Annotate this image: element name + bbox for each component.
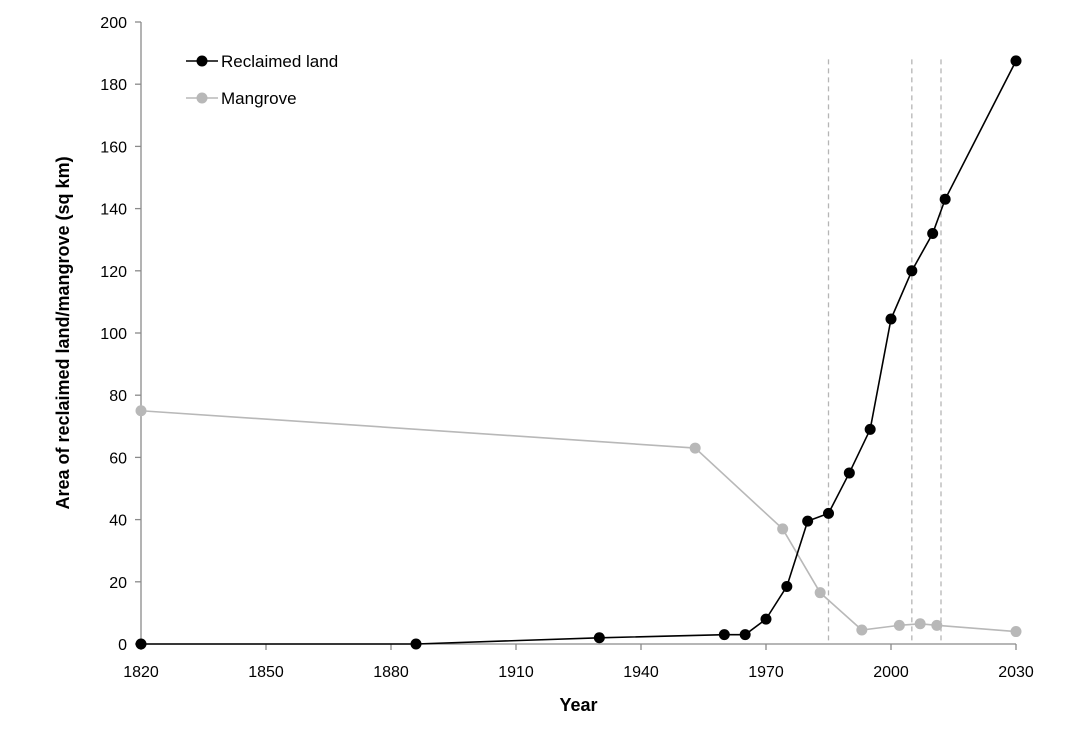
data-point-reclaimed-land xyxy=(864,423,876,435)
y-tick-label: 100 xyxy=(100,326,127,343)
x-tick-label: 2030 xyxy=(998,664,1034,681)
data-point-reclaimed-land xyxy=(135,638,147,650)
y-tick-label: 60 xyxy=(109,450,127,467)
x-tick-label: 1970 xyxy=(748,664,784,681)
data-point-reclaimed-land xyxy=(1010,55,1022,67)
y-tick-label: 160 xyxy=(100,139,127,156)
y-tick-label: 180 xyxy=(100,77,127,94)
data-point-mangrove xyxy=(893,619,905,631)
data-point-mangrove xyxy=(135,405,147,417)
data-point-reclaimed-land xyxy=(843,467,855,479)
y-axis-title: Area of reclaimed land/mangrove (sq km) xyxy=(53,156,73,509)
x-tick-label: 1940 xyxy=(623,664,659,681)
y-tick-label: 20 xyxy=(109,575,127,592)
y-tick-label: 80 xyxy=(109,388,127,405)
series-line-mangrove xyxy=(140,409,1017,633)
data-point-reclaimed-land xyxy=(885,313,897,325)
legend-marker-reclaimed-land xyxy=(196,55,208,67)
data-point-reclaimed-land xyxy=(781,580,793,592)
series-mangrove xyxy=(135,405,1022,638)
data-point-reclaimed-land xyxy=(593,632,605,644)
x-tick-label: 1880 xyxy=(373,664,409,681)
y-tick-label: 120 xyxy=(100,264,127,281)
data-point-reclaimed-land xyxy=(760,613,772,625)
axes: 0 20 40 60 80 100 120 140 160 180 200 1820 1850 1880 1… xyxy=(100,15,1034,681)
y-tick-label: 40 xyxy=(109,513,127,530)
reference-lines xyxy=(827,59,942,644)
data-point-mangrove xyxy=(856,624,868,636)
legend-label-mangrove: Mangrove xyxy=(221,89,297,108)
data-point-mangrove xyxy=(689,442,701,454)
data-point-mangrove xyxy=(777,523,789,535)
x-tick-label: 1820 xyxy=(123,664,159,681)
data-point-reclaimed-land xyxy=(939,193,951,205)
data-point-mangrove xyxy=(1010,626,1022,638)
series-reclaimed-land xyxy=(135,55,1022,650)
legend-marker-mangrove xyxy=(196,92,208,104)
data-point-reclaimed-land xyxy=(718,629,730,641)
y-tick-label: 140 xyxy=(100,202,127,219)
x-tick-label: 1850 xyxy=(248,664,284,681)
data-point-reclaimed-land xyxy=(906,265,918,277)
series-layer xyxy=(135,55,1022,650)
series-line-reclaimed-land xyxy=(141,60,1017,645)
x-axis-title: Year xyxy=(559,695,597,715)
data-point-mangrove xyxy=(814,587,826,599)
data-point-mangrove xyxy=(931,619,943,631)
data-point-reclaimed-land xyxy=(739,629,751,641)
x-tick-label: 2000 xyxy=(873,664,909,681)
x-tick-label: 1910 xyxy=(498,664,534,681)
data-point-reclaimed-land xyxy=(410,638,422,650)
data-point-reclaimed-land xyxy=(823,507,834,519)
legend-label-reclaimed-land: Reclaimed land xyxy=(221,52,338,71)
data-point-mangrove xyxy=(914,618,926,630)
y-tick-label: 200 xyxy=(100,15,127,32)
data-point-reclaimed-land xyxy=(802,515,814,527)
legend: Reclaimed land Mangrove xyxy=(186,52,338,108)
y-tick-label: 0 xyxy=(118,637,127,654)
data-point-reclaimed-land xyxy=(927,227,939,239)
